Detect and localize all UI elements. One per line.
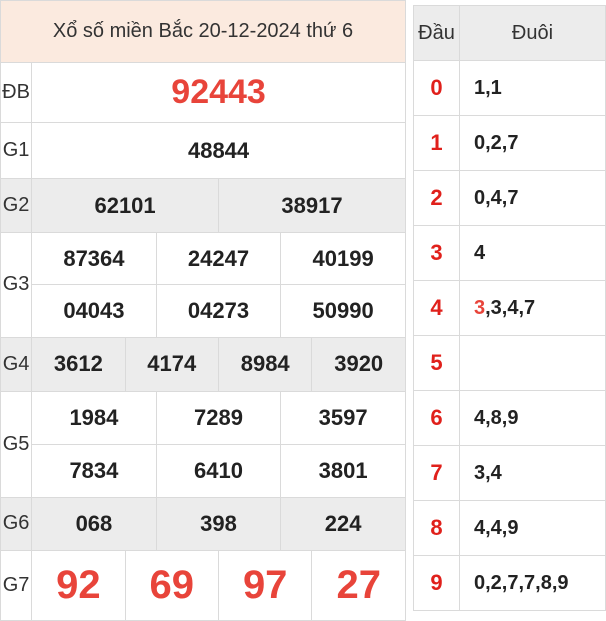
g4-number: 3612: [31, 336, 126, 392]
dau-digit: 8: [413, 500, 460, 556]
g5-number: 3597: [280, 390, 406, 445]
g2-number: 62101: [31, 178, 219, 234]
g5-number: 3801: [280, 443, 406, 498]
dau-digit: 3: [413, 225, 460, 281]
g7-number: 27: [311, 549, 406, 621]
g4-number: 3920: [311, 336, 406, 392]
g6-number: 068: [31, 496, 157, 551]
prize-label-g6: G6: [0, 496, 33, 551]
prize-label-g4: G4: [0, 336, 33, 392]
results-table: Xổ số miền Bắc 20-12-2024 thứ 6 ĐB 92443…: [0, 0, 407, 621]
g5-number: 6410: [155, 443, 282, 498]
g6-number: 398: [155, 496, 282, 551]
g3-number: 87364: [31, 232, 157, 286]
g5-number: 7834: [31, 443, 157, 498]
duoi-header: Đuôi: [459, 5, 606, 61]
dau-digit: 6: [413, 390, 460, 446]
duoi-values: 4,4,9: [459, 500, 606, 556]
g2-number: 38917: [217, 178, 407, 234]
page-title: Xổ số miền Bắc 20-12-2024 thứ 6: [0, 0, 406, 64]
g5-number: 1984: [31, 390, 157, 445]
prize-label-db: ĐB: [0, 62, 33, 124]
duoi-values: 3,3,4,7: [459, 280, 606, 336]
g6-number: 224: [280, 496, 406, 551]
prize-label-g2: G2: [0, 178, 33, 234]
g3-number: 50990: [280, 284, 406, 338]
prize-label-g7: G7: [0, 549, 33, 621]
g3-number: 04043: [31, 284, 157, 338]
dau-digit: 1: [413, 115, 460, 171]
g3-number: 40199: [280, 232, 406, 286]
duoi-values: 4,8,9: [459, 390, 606, 446]
duoi-values: 4: [459, 225, 606, 281]
g7-number: 92: [31, 549, 126, 621]
g5-number: 7289: [155, 390, 282, 445]
duoi-values: 0,2,7,7,8,9: [459, 555, 606, 611]
duoi-rest: ,3,4,7: [485, 296, 536, 319]
prize-label-g5: G5: [0, 390, 33, 498]
dau-digit: 0: [413, 60, 460, 116]
dau-digit: 9: [413, 555, 460, 611]
g7-number: 97: [217, 549, 313, 621]
duoi-highlight: 3: [474, 296, 486, 319]
dau-digit: 7: [413, 445, 460, 501]
duoi-values: [459, 335, 606, 391]
dau-digit: 2: [413, 170, 460, 226]
g4-number: 4174: [124, 336, 219, 392]
duoi-values: 1,1: [459, 60, 606, 116]
dau-header: Đầu: [413, 5, 460, 61]
g3-number: 04273: [155, 284, 282, 338]
special-prize-number: 92443: [31, 62, 406, 124]
dau-digit: 5: [413, 335, 460, 391]
prize-label-g1: G1: [0, 122, 33, 180]
g4-number: 8984: [217, 336, 313, 392]
duoi-values: 0,4,7: [459, 170, 606, 226]
prize-label-g3: G3: [0, 232, 33, 338]
g3-number: 24247: [155, 232, 282, 286]
duoi-values: 0,2,7: [459, 115, 606, 171]
dau-digit: 4: [413, 280, 460, 336]
g1-number: 48844: [31, 122, 406, 180]
g7-number: 69: [124, 549, 219, 621]
duoi-values: 3,4: [459, 445, 606, 501]
